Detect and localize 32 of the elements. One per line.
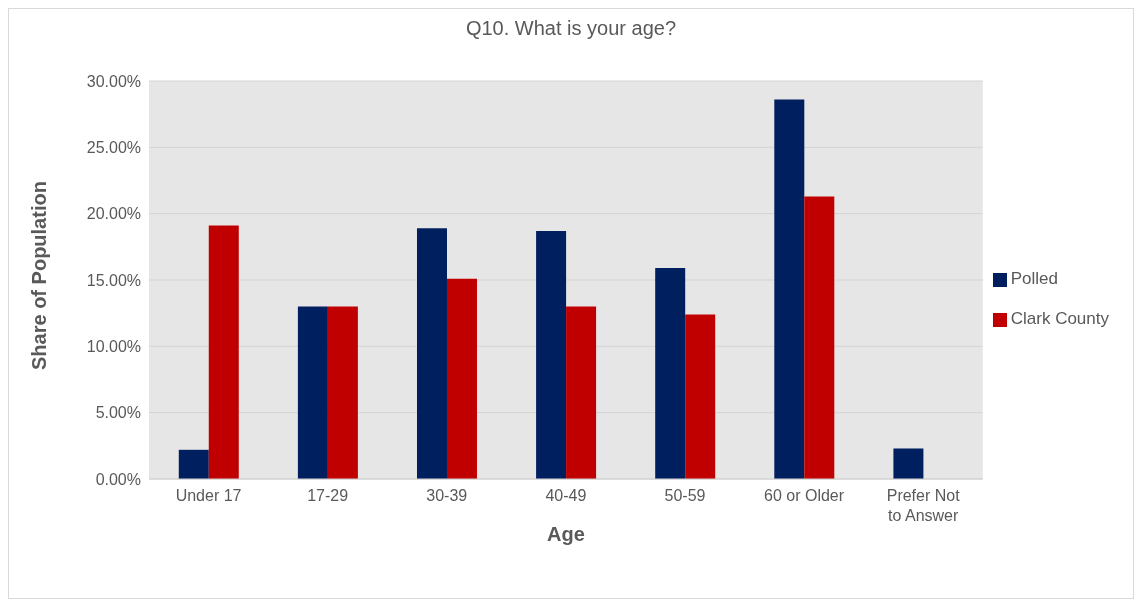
y-tick-label: 0.00% <box>95 470 141 488</box>
bar <box>178 449 209 479</box>
bar <box>416 228 447 479</box>
bar <box>446 278 477 479</box>
bar <box>297 306 328 479</box>
bar <box>804 196 835 479</box>
x-tick-label: 30-39 <box>426 487 468 504</box>
y-tick-label: 30.00% <box>86 72 141 90</box>
x-tick-label: 50-59 <box>664 487 706 504</box>
y-tick-label: 5.00% <box>95 404 141 422</box>
bar <box>566 306 597 479</box>
x-tick-label: 60 or Older <box>764 487 845 504</box>
x-tick-label: Under 17 <box>175 487 242 504</box>
bar <box>536 230 567 479</box>
legend-label: Clark County <box>1010 309 1109 328</box>
bar <box>208 225 239 479</box>
y-tick-label: 10.00% <box>86 338 141 356</box>
x-axis-title: Age <box>546 523 585 545</box>
bar <box>685 314 716 479</box>
bar <box>655 268 686 479</box>
y-tick-label: 20.00% <box>86 205 141 223</box>
y-tick-label: 25.00% <box>86 139 141 157</box>
x-tick-label: 17-29 <box>307 487 349 504</box>
bar <box>774 99 805 479</box>
bar <box>893 448 924 479</box>
y-tick-label: 15.00% <box>86 271 141 289</box>
y-axis-title: Share of Population <box>28 181 51 370</box>
chart-title: Q10. What is your age? <box>464 17 678 40</box>
bar <box>327 306 358 479</box>
legend-label: Polled <box>1010 269 1058 288</box>
x-tick-label: Prefer Not to Answer <box>886 487 961 524</box>
x-tick-label: 40-49 <box>545 487 587 504</box>
